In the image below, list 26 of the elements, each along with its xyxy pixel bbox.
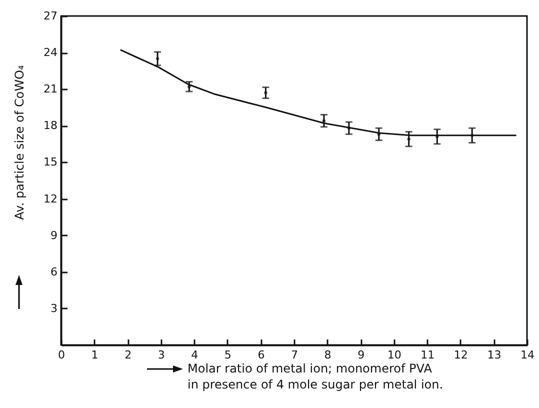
y-tick-label: 9 — [50, 228, 58, 242]
y-tick-label: 3 — [50, 302, 58, 315]
y-tick-label: 15 — [44, 156, 58, 169]
x-tick-label: 12 — [454, 348, 468, 362]
x-tick-label: 6 — [258, 348, 265, 362]
x-tick-label: 11 — [420, 348, 435, 362]
x-tick-label: 10 — [387, 348, 402, 362]
y-tick-label: 24 — [44, 46, 58, 60]
x-tick-label: 9 — [358, 348, 365, 362]
x-tick-label: 13 — [487, 348, 502, 362]
x-tick-label: 0 — [58, 348, 65, 362]
y-axis-title: Av. particle size of CoWO₄ — [12, 64, 26, 220]
x-axis-title: Molar ratio of metal ion; monomerof PVA in presence of 4 mole sugar per metal ion. — [188, 362, 444, 392]
x-tick-label: 4 — [191, 348, 198, 362]
y-tick-label: 27 — [44, 10, 58, 22]
x-tick-label: 5 — [224, 348, 232, 362]
x-tick-label: 7 — [291, 348, 298, 362]
x-tick-label: 3 — [158, 348, 165, 362]
x-tick-label: 14 — [520, 348, 534, 362]
x-tick-label: 1 — [91, 348, 98, 362]
x-tick-label: 2 — [124, 348, 132, 362]
x-tick-label: 8 — [324, 348, 332, 362]
y-tick-label: 21 — [44, 82, 58, 96]
y-tick-label: 12 — [44, 192, 58, 206]
y-tick-label: 6 — [50, 265, 58, 278]
y-tick-label: 18 — [44, 119, 58, 132]
